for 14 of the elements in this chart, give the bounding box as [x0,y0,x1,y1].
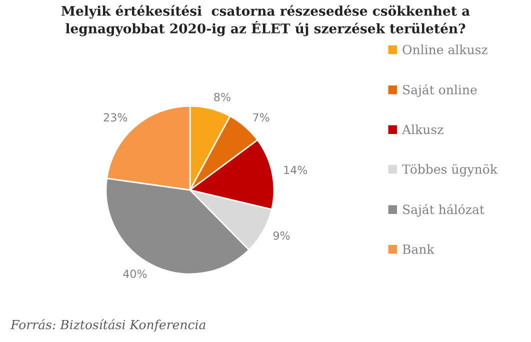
legend-label: Saját online [403,84,477,98]
legend-label: Többes ügynök [402,164,498,176]
data-label: 40% [123,270,147,278]
data-label: 23% [104,113,128,122]
data-label: 14% [284,166,308,174]
chart-title: Melyik értékesítési csatorna részesedése csökkenhet a legnagyobbat 2020-ig az ÉLET új szerzések területén? [61,5,470,36]
data-label: 7% [253,113,270,122]
legend-label: Online alkusz [402,44,488,54]
legend-label: Alkusz [402,124,444,134]
data-label: 8% [214,92,230,102]
text: Forrás: Biztosítási Konferencia [10,319,206,332]
legend-label: Bank [402,244,434,254]
data-label: 9% [273,231,290,240]
legend-label: Saját hálózat [403,204,484,217]
